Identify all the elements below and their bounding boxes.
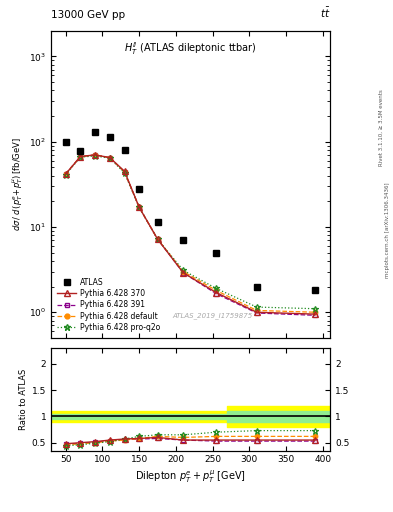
Text: mcplots.cern.ch [arXiv:1306.3436]: mcplots.cern.ch [arXiv:1306.3436] (385, 183, 389, 278)
Text: ATLAS_2019_I1759875: ATLAS_2019_I1759875 (173, 313, 253, 319)
Y-axis label: Ratio to ATLAS: Ratio to ATLAS (19, 369, 28, 430)
Text: 13000 GeV pp: 13000 GeV pp (51, 10, 125, 20)
Legend: ATLAS, Pythia 6.428 370, Pythia 6.428 391, Pythia 6.428 default, Pythia 6.428 pr: ATLAS, Pythia 6.428 370, Pythia 6.428 39… (55, 275, 163, 334)
Text: $H_T^{ll}$ (ATLAS dileptonic ttbar): $H_T^{ll}$ (ATLAS dileptonic ttbar) (124, 40, 257, 57)
Y-axis label: $d\sigma\,/\,d\,(p_T^e\!+\!p_T^{\mu})\,[\mathrm{fb/GeV}]$: $d\sigma\,/\,d\,(p_T^e\!+\!p_T^{\mu})\,[… (10, 137, 25, 231)
X-axis label: Dilepton $p_T^e + p_T^{\mu}$ [GeV]: Dilepton $p_T^e + p_T^{\mu}$ [GeV] (135, 468, 246, 485)
Text: $t\bar{t}$: $t\bar{t}$ (320, 6, 330, 20)
Text: Rivet 3.1.10, ≥ 3.5M events: Rivet 3.1.10, ≥ 3.5M events (379, 90, 384, 166)
